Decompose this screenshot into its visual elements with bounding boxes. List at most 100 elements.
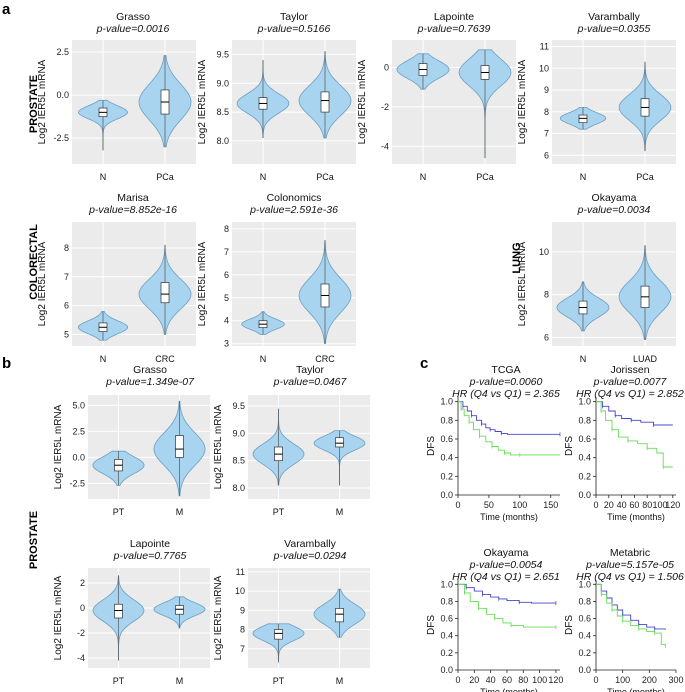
y-tick-label: 9.5 [232,401,245,411]
y-tick-label: -2 [381,102,389,112]
y-tick-label: 0.8 [578,415,591,425]
y-tick-label: 0 [80,603,85,613]
y-tick-label: -2.5 [69,478,85,488]
x-tick-label: 150 [543,500,558,510]
y-tick-label: 9 [240,605,245,615]
y-tick-label: 2.5 [56,47,69,57]
y-tick-label: 8 [544,290,549,300]
panel-letter-c: c [420,355,428,372]
x-category-label: N [420,172,427,182]
y-tick-label: 9.5 [216,49,229,59]
x-tick-label: 120 [665,500,680,510]
y-tick-label: 6 [64,301,69,311]
chart-subtitle: p-value=1.349e-07 [105,376,195,388]
x-category-label: N [100,354,107,364]
y-tick-label: 0.4 [578,453,591,463]
y-tick-label: 8 [64,243,69,253]
x-tick-label: 60 [629,500,639,510]
y-tick-label: 0.0 [56,90,69,100]
x-axis-label: Time (months) [607,512,665,522]
y-tick-label: 0.2 [578,471,591,481]
y-tick-label: 0.4 [440,631,453,641]
km-curve [596,401,673,426]
y-tick-label: 1.0 [440,397,453,407]
y-tick-label: 0.0 [72,452,85,462]
y-tick-label: 0.2 [578,648,591,658]
violin-box [175,605,184,615]
km-curve [458,583,556,628]
y-tick-label: 0.0 [578,665,591,675]
y-tick-label: -2 [77,628,85,638]
group-label-prostate: PROSTATE [28,75,40,133]
y-tick-label: 0.8 [440,596,453,606]
y-tick-label: 1.0 [578,397,591,407]
chart-title: Okayama [592,192,637,204]
violin-box [175,435,184,458]
x-tick-label: 0 [593,675,598,685]
chart-title: Varambally [588,11,640,23]
y-tick-label: -2.5 [53,133,69,143]
violin-box [335,608,344,623]
x-category-label: PT [113,676,125,686]
y-tick-label: 3 [224,339,229,349]
y-tick-label: 2 [80,578,85,588]
y-tick-label: 10 [235,586,245,596]
chart-subtitle-2: HR (Q4 vs Q1) = 2.365 [452,388,560,400]
y-tick-label: 5 [224,293,229,303]
y-tick-label: 0.0 [578,490,591,500]
x-category-label: M [336,507,344,517]
y-axis-label: DFS [564,615,575,635]
x-category-label: CRC [315,354,335,364]
chart-subtitle: p-value=0.0034 [577,204,651,216]
chart-title: Metabric [610,547,650,559]
chart-title: Varambally [284,538,336,550]
y-tick-label: 4 [224,316,229,326]
x-tick-label: 0 [455,675,460,685]
x-category-label: N [580,172,587,182]
x-tick-label: 100 [532,675,547,685]
x-category-label: M [176,676,184,686]
y-tick-label: 5 [64,329,69,339]
chart-subtitle: p-value=0.0355 [577,23,651,35]
x-tick-label: 20 [469,675,479,685]
x-tick-label: 60 [502,675,512,685]
y-axis-label: DFS [426,615,437,635]
chart-title: Jorissen [610,364,649,376]
x-category-label: PCa [316,172,334,182]
chart-title: Taylor [296,364,325,376]
y-tick-label: 8 [544,107,549,117]
y-tick-label: 0.0 [440,665,453,675]
y-axis-label: Log2 IER5L mRNA [517,241,528,326]
chart-title: Grasso [116,11,150,23]
x-category-label: PT [113,507,125,517]
y-tick-label: 5.0 [72,400,85,410]
chart-title: TCGA [491,364,520,376]
y-tick-label: -4 [77,653,85,663]
y-tick-label: 8.0 [216,136,229,146]
x-category-label: N [580,354,587,364]
x-tick-label: 0 [455,500,460,510]
y-tick-label: 8.5 [232,456,245,466]
chart-title: Colonomics [267,192,322,204]
group-label-lung: LUNG [511,242,523,273]
x-tick-label: 120 [548,675,563,685]
x-tick-label: 50 [484,500,494,510]
x-axis-label: Time (months) [607,687,665,692]
chart-subtitle: p-value=0.0077 [593,376,668,388]
y-tick-label: 7 [240,644,245,654]
y-axis-label: Log2 IER5L mRNA [197,59,208,144]
y-tick-label: 0.2 [440,471,453,481]
group-label-prostate-b: PROSTATE [28,511,40,569]
chart-title: Taylor [280,11,309,23]
x-category-label: M [336,676,344,686]
x-category-label: PT [273,676,285,686]
x-category-label: N [260,172,267,182]
